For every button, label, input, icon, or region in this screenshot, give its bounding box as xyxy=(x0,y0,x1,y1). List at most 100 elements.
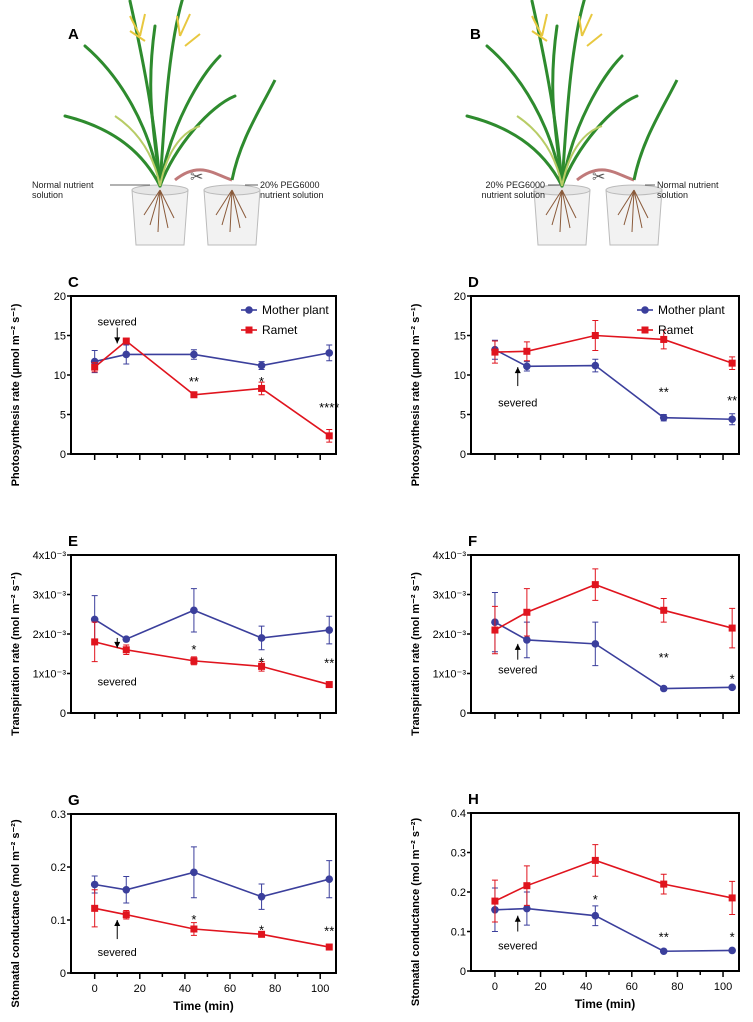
data-point xyxy=(523,347,531,355)
data-point xyxy=(190,350,198,359)
data-point xyxy=(190,925,198,933)
arrow-head-icon xyxy=(114,920,121,926)
data-point xyxy=(190,868,198,877)
illustration-b: ✂ xyxy=(465,0,679,246)
series-ramet xyxy=(491,568,736,655)
significance-mark: ** xyxy=(189,374,199,389)
x-tick-label: 100 xyxy=(311,983,329,995)
y-tick-label: 15 xyxy=(454,331,466,343)
plot-frame xyxy=(470,295,740,455)
y-tick-label: 0 xyxy=(460,966,466,978)
legend-item: Ramet xyxy=(241,323,298,337)
data-point xyxy=(122,350,131,359)
chart-h: H Stomatal conductance (mol m⁻² s⁻²) 0 0.1 0… xyxy=(410,791,740,1011)
x-axis-label: Time (min) xyxy=(173,999,233,1013)
data-point xyxy=(325,432,333,440)
data-point xyxy=(491,897,499,905)
arrow-head-icon xyxy=(114,641,121,648)
y-tick-label: 0 xyxy=(60,708,66,720)
y-axis-label: Stomatal conductance (mol m⁻² s⁻²) xyxy=(10,819,22,1008)
y-tick-label: 2x10⁻³ xyxy=(33,629,67,641)
panel-letter: G xyxy=(68,792,80,809)
legend-marker xyxy=(245,326,253,334)
severed-label: severed xyxy=(98,316,137,328)
label-normal-solution-b: Normal nutrient solution xyxy=(657,180,719,200)
data-point xyxy=(122,337,130,345)
y-axis-label: Transpiration rate (mol m⁻² s⁻¹) xyxy=(10,572,22,736)
data-point xyxy=(728,359,736,367)
data-point xyxy=(91,363,99,371)
x-tick-label: 60 xyxy=(224,983,236,995)
panel-letter: E xyxy=(68,533,78,550)
data-point xyxy=(325,943,333,951)
scissors-icon: ✂ xyxy=(190,169,203,186)
data-point xyxy=(91,904,99,912)
significance-mark: * xyxy=(259,654,264,669)
series-mother-plant xyxy=(491,592,736,693)
data-point xyxy=(491,626,499,634)
data-point xyxy=(122,911,130,919)
x-tick-label: 20 xyxy=(134,983,146,995)
data-point xyxy=(728,415,736,424)
data-point xyxy=(90,615,99,624)
severed-label: severed xyxy=(498,940,537,952)
y-tick-label: 1x10⁻³ xyxy=(33,669,67,681)
panel-letter: D xyxy=(468,274,479,291)
legend-label: Ramet xyxy=(658,323,694,337)
series-ramet xyxy=(91,621,333,689)
x-tick-label: 80 xyxy=(671,981,683,993)
y-tick-label: 3x10⁻³ xyxy=(33,590,67,602)
y-tick-label: 3x10⁻³ xyxy=(433,590,467,602)
arrow-head-icon xyxy=(114,337,121,344)
data-point xyxy=(591,911,600,920)
y-axis-label: Transpiration rate (mol m⁻² s⁻¹) xyxy=(410,572,422,736)
chart-d: D Photosynthesis rate (μmol m⁻² s⁻¹) 0 5 10 1… xyxy=(410,274,740,486)
y-tick-label: 0.1 xyxy=(451,927,466,939)
significance-mark: ** xyxy=(324,656,334,671)
legend-label: Mother plant xyxy=(658,303,725,317)
y-tick-label: 10 xyxy=(454,370,466,382)
plot-frame xyxy=(470,554,740,714)
y-tick-label: 0 xyxy=(460,449,466,461)
series-ramet xyxy=(91,337,333,443)
data-point xyxy=(523,362,531,371)
data-point xyxy=(258,662,266,670)
y-tick-label: 0.2 xyxy=(51,862,66,874)
significance-mark: * xyxy=(259,374,264,389)
data-point xyxy=(325,875,334,883)
series-line xyxy=(94,871,330,898)
series-ramet xyxy=(491,319,736,370)
data-point xyxy=(728,624,736,632)
data-point xyxy=(325,681,333,689)
data-point xyxy=(591,361,600,370)
x-tick-label: 40 xyxy=(580,981,592,993)
data-point xyxy=(659,413,668,422)
plot-frame xyxy=(70,295,337,455)
y-tick-label: 0.3 xyxy=(451,848,466,860)
significance-mark: ** xyxy=(659,650,669,665)
y-tick-label: 20 xyxy=(54,291,66,303)
data-point xyxy=(122,885,131,894)
y-tick-label: 0 xyxy=(460,708,466,720)
plot-frame xyxy=(70,554,337,714)
data-point xyxy=(728,683,736,692)
legend-label: Ramet xyxy=(262,323,298,337)
legend-label: Mother plant xyxy=(262,303,329,317)
y-tick-label: 15 xyxy=(54,331,66,343)
data-point xyxy=(728,946,736,955)
scissors-icon: ✂ xyxy=(592,169,605,186)
series-line xyxy=(494,621,733,690)
data-point xyxy=(728,894,736,902)
data-point xyxy=(659,684,668,693)
data-point xyxy=(122,635,131,643)
series-line xyxy=(494,859,733,902)
severed-label: severed xyxy=(498,665,537,677)
x-tick-label: 100 xyxy=(714,981,732,993)
data-point xyxy=(491,348,499,356)
y-tick-label: 0.2 xyxy=(451,887,466,899)
data-point xyxy=(90,880,99,889)
data-point xyxy=(257,634,266,642)
y-tick-label: 20 xyxy=(454,291,466,303)
series-line xyxy=(94,907,330,948)
severed-label: severed xyxy=(98,947,137,959)
